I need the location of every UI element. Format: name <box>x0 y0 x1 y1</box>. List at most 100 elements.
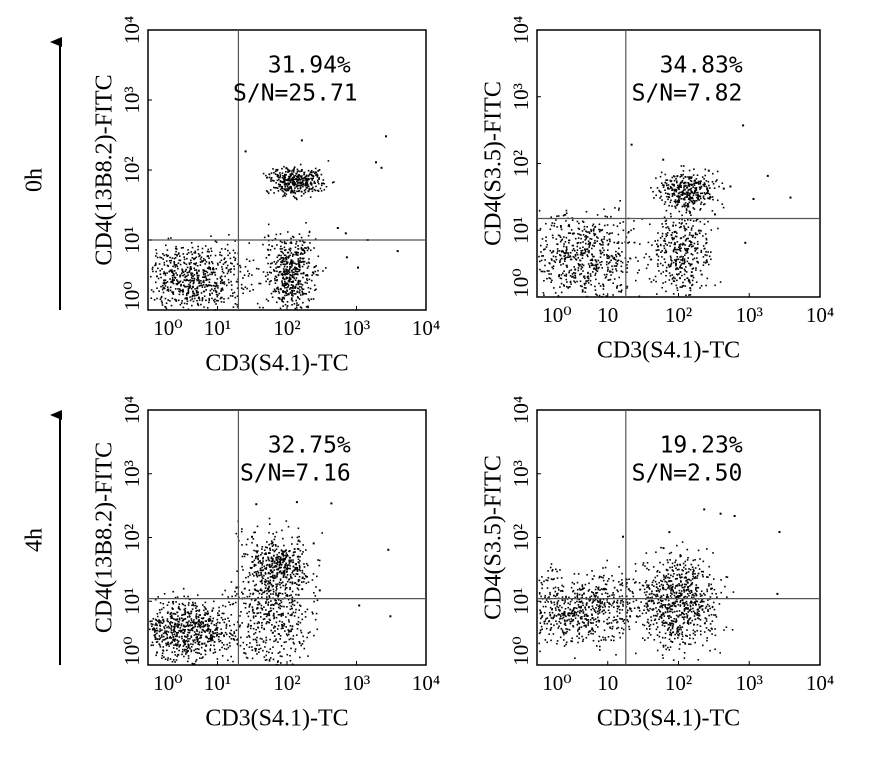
event-dot <box>253 622 256 625</box>
event-dot <box>551 259 553 261</box>
event-dot <box>216 262 219 265</box>
event-dot <box>261 622 263 624</box>
event-dot <box>705 180 708 182</box>
event-dot <box>546 587 549 589</box>
event-dot <box>559 609 561 612</box>
event-dot <box>266 592 268 595</box>
event-dot <box>681 285 684 287</box>
event-dot <box>606 257 608 259</box>
y-tick-label: 10⁰ <box>120 636 144 665</box>
event-dot <box>207 630 209 632</box>
event-dot <box>241 555 244 558</box>
event-dot <box>271 557 274 560</box>
event-dot <box>300 261 302 263</box>
x-axis-label: CD3(S4.1)-TC <box>205 706 348 732</box>
event-dot <box>295 583 298 586</box>
event-dot <box>195 262 198 264</box>
event-dot <box>301 569 304 572</box>
event-dot <box>559 617 562 619</box>
event-dot <box>693 208 696 210</box>
event-dot <box>242 277 244 279</box>
event-dot <box>220 289 223 291</box>
event-dot <box>277 595 279 598</box>
event-dot <box>586 602 588 604</box>
event-dot <box>595 266 598 269</box>
event-dot <box>593 232 595 235</box>
event-dot <box>574 611 576 613</box>
event-dot <box>204 607 207 610</box>
event-dot <box>699 209 701 211</box>
event-dot <box>576 581 579 584</box>
event-dot <box>289 288 291 290</box>
event-dot <box>272 591 275 593</box>
event-dot <box>248 589 251 591</box>
event-dot <box>618 276 620 279</box>
event-dot <box>678 266 681 269</box>
event-dot <box>270 565 272 568</box>
event-dot <box>289 588 291 591</box>
event-dot <box>310 183 313 185</box>
event-dot <box>223 644 225 646</box>
event-dot <box>152 290 155 293</box>
event-dot <box>665 270 668 272</box>
event-dot <box>602 285 605 288</box>
event-dot <box>655 194 657 197</box>
event-dot <box>277 652 280 654</box>
event-dot <box>165 244 167 247</box>
event-dot <box>608 257 610 260</box>
event-dot <box>261 564 263 566</box>
event-dot <box>186 271 189 274</box>
event-dot <box>184 604 186 607</box>
event-dot <box>645 253 647 255</box>
event-dot <box>573 613 575 616</box>
event-dot <box>279 248 282 250</box>
event-dot <box>297 297 299 299</box>
event-dot <box>673 243 676 246</box>
event-dot <box>261 579 263 581</box>
event-dot <box>700 251 703 253</box>
event-dot <box>587 279 589 282</box>
event-dot <box>305 582 308 585</box>
event-dot <box>166 618 169 620</box>
event-dot <box>285 167 288 170</box>
event-dot <box>708 184 710 187</box>
event-dot <box>679 249 681 251</box>
event-dot <box>230 288 233 291</box>
event-dot <box>257 562 260 564</box>
event-dot <box>206 250 209 253</box>
event-dot <box>692 220 695 222</box>
event-dot <box>559 614 561 616</box>
event-dot <box>279 188 282 191</box>
event-dot <box>281 172 284 174</box>
event-dot <box>196 605 198 608</box>
event-dot <box>290 576 292 579</box>
event-dot <box>244 587 246 590</box>
event-dot <box>166 612 169 614</box>
event-dot <box>643 588 646 591</box>
event-dot <box>234 594 237 597</box>
event-dot <box>598 576 601 579</box>
event-dot <box>564 258 566 261</box>
event-dot <box>259 574 261 577</box>
event-dot <box>277 624 280 627</box>
event-dot <box>303 260 306 263</box>
event-dot <box>693 257 696 260</box>
event-dot <box>268 658 271 661</box>
event-dot <box>267 192 270 195</box>
event-dot <box>221 279 223 281</box>
event-dot <box>203 630 206 632</box>
event-dot <box>669 255 672 258</box>
event-dot <box>191 272 194 275</box>
event-dot <box>247 270 249 272</box>
event-dot <box>603 620 605 623</box>
event-dot <box>199 254 201 257</box>
event-dot <box>617 252 619 255</box>
event-dot <box>187 611 190 613</box>
event-dot <box>202 629 205 632</box>
event-dot <box>176 255 178 257</box>
event-dot <box>551 608 553 611</box>
event-dot <box>179 274 181 277</box>
event-dot <box>269 579 272 582</box>
event-dot <box>274 599 276 601</box>
event-dot <box>607 244 609 246</box>
